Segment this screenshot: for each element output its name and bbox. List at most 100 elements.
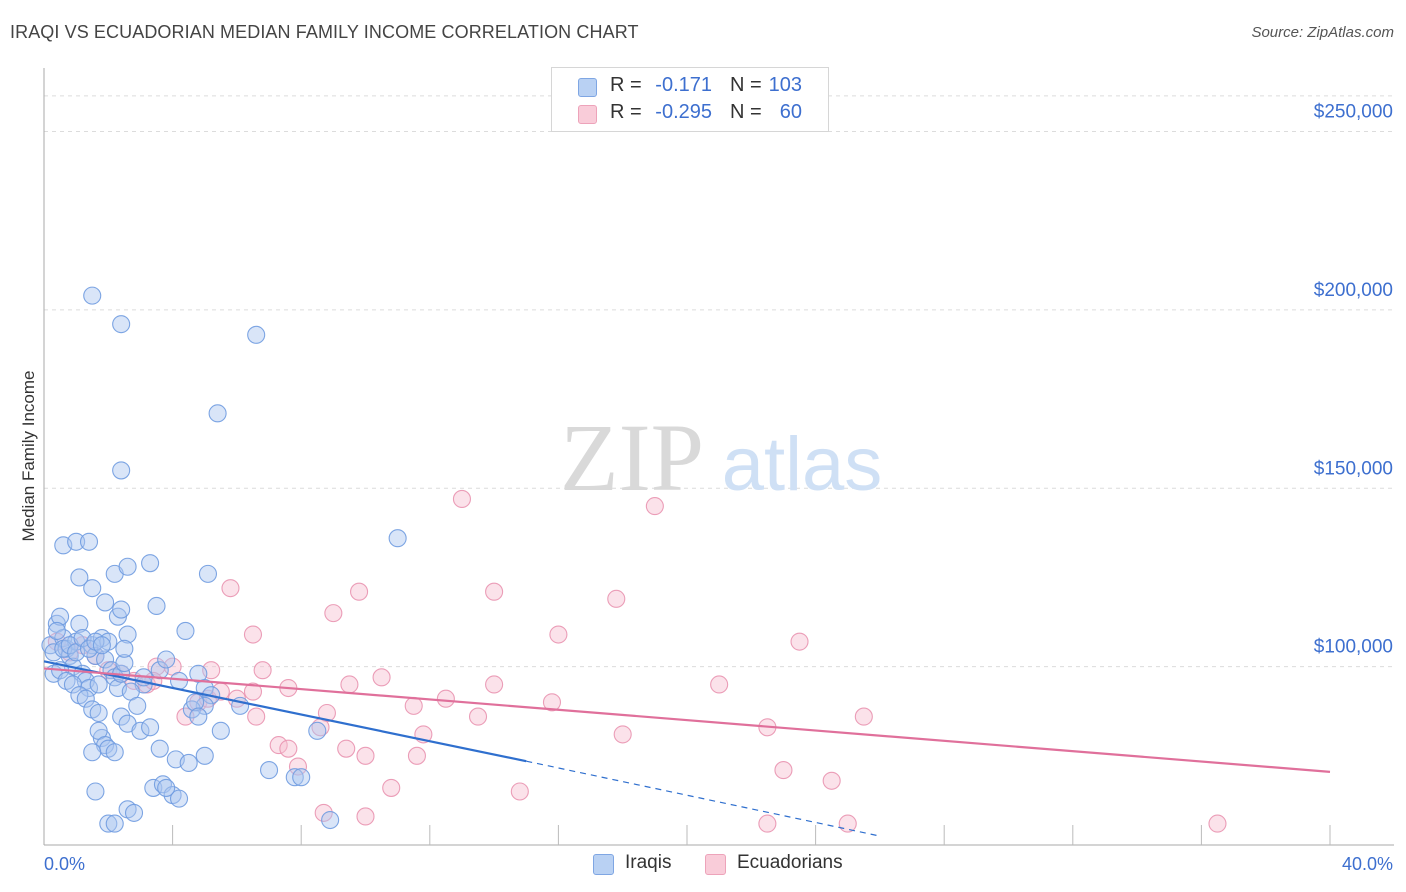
point-ecuadorian [790, 632, 809, 651]
legend-swatch-iraqis [578, 78, 597, 97]
point-iraqi [96, 593, 115, 612]
bottom-legend-swatch-iraqis [593, 854, 614, 875]
point-ecuadorian [356, 807, 375, 826]
bottom-legend-swatch-ecuadorians [705, 854, 726, 875]
grid-lines [44, 95, 1394, 668]
point-ecuadorian [314, 803, 333, 822]
point-ecuadorian [1208, 814, 1227, 833]
point-iraqi [92, 636, 111, 655]
point-iraqi [195, 678, 214, 698]
chart-source: Source: ZipAtlas.com [1251, 24, 1394, 41]
legend-row-ecuadorians: R = -0.295 N = 60 [552, 101, 828, 127]
point-iraqi [99, 814, 118, 833]
point-ecuadorian [758, 814, 777, 833]
point-iraqi [83, 286, 102, 305]
legend-r-value: -0.171 [655, 74, 712, 96]
point-iraqi [96, 650, 115, 669]
point-ecuadorian [407, 746, 426, 765]
point-iraqi [112, 600, 131, 619]
point-ecuadorian [176, 707, 195, 726]
point-ecuadorian [485, 582, 504, 601]
y-tick-label: $150,000 [1314, 458, 1393, 479]
point-iraqi [105, 743, 124, 762]
point-iraqi [67, 532, 86, 551]
point-ecuadorian [288, 757, 308, 776]
point-ecuadorian [279, 739, 298, 758]
point-iraqi [70, 568, 89, 587]
y-tick-label: $250,000 [1314, 102, 1393, 123]
legend-row-iraqis: R = -0.171 N = 103 [552, 74, 828, 100]
point-iraqi [112, 461, 131, 480]
point-iraqi [169, 789, 189, 808]
point-iraqi [76, 689, 95, 708]
point-iraqi [157, 650, 176, 669]
point-iraqi [321, 810, 340, 830]
point-iraqi [70, 614, 89, 633]
point-ecuadorian [468, 707, 488, 726]
trend-line-iraqis [43, 660, 527, 763]
point-iraqi [157, 778, 176, 797]
point-iraqi [51, 607, 70, 626]
trend-line-iraqis-extension [526, 760, 881, 837]
point-ecuadorian [269, 736, 288, 755]
point-iraqi [83, 743, 102, 762]
legend: R = -0.171 N = 103 R = -0.295 N = 60 [551, 67, 829, 132]
point-iraqi [83, 579, 102, 598]
point-ecuadorian [838, 814, 857, 833]
x-tick-label-right: 40.0% [1342, 854, 1393, 874]
legend-n-label: N = [730, 74, 762, 96]
legend-n-value: 103 [768, 74, 802, 96]
point-ecuadorian [350, 582, 369, 601]
legend-swatch-ecuadorians [578, 105, 597, 124]
point-iraqi [198, 564, 218, 583]
trend-line-ecuadorians [43, 667, 1331, 773]
series-ecuadorians [47, 489, 1227, 833]
bottom-legend-label-ecuadorians: Ecuadorians [737, 852, 843, 873]
point-ecuadorian [510, 782, 529, 801]
point-ecuadorian [645, 497, 664, 516]
point-iraqi [247, 325, 266, 344]
point-iraqi [308, 721, 327, 740]
point-iraqi [112, 707, 131, 726]
point-ecuadorian [710, 675, 729, 694]
point-ecuadorian [340, 675, 359, 694]
legend-r-label: R = [610, 101, 642, 123]
point-iraqi [131, 721, 150, 740]
point-ecuadorian [356, 746, 375, 765]
point-ecuadorian [549, 625, 568, 644]
point-iraqi [112, 315, 131, 334]
point-iraqi [186, 693, 205, 712]
watermark: ZIP atlas [560, 404, 882, 511]
point-ecuadorian [774, 761, 793, 780]
axes [43, 68, 1394, 846]
point-iraqi [195, 746, 214, 765]
point-iraqi [63, 675, 82, 694]
series-iraqis [41, 286, 407, 833]
x-tick-label-left: 0.0% [44, 854, 85, 874]
point-ecuadorian [337, 739, 356, 758]
y-tick-label: $200,000 [1314, 280, 1393, 301]
point-ecuadorian [243, 682, 263, 701]
y-tick-label: $100,000 [1314, 637, 1393, 658]
point-ecuadorian [542, 693, 562, 712]
point-iraqi [105, 814, 124, 833]
point-iraqi [128, 696, 147, 715]
point-iraqi [179, 753, 198, 772]
point-ecuadorian [485, 675, 504, 694]
point-iraqi [89, 675, 108, 694]
point-iraqi [211, 721, 230, 740]
watermark-zip: ZIP [560, 404, 704, 511]
point-iraqi [144, 778, 163, 797]
point-ecuadorian [247, 707, 266, 726]
point-ecuadorian [404, 696, 423, 715]
point-iraqi [115, 639, 134, 658]
point-ecuadorian [243, 625, 263, 644]
point-ecuadorian [324, 604, 343, 623]
point-iraqi [147, 596, 166, 616]
point-ecuadorian [607, 589, 626, 608]
legend-r-value: -0.295 [655, 101, 712, 123]
point-iraqi [141, 554, 160, 573]
point-iraqi [189, 707, 208, 726]
point-iraqi [124, 803, 144, 822]
